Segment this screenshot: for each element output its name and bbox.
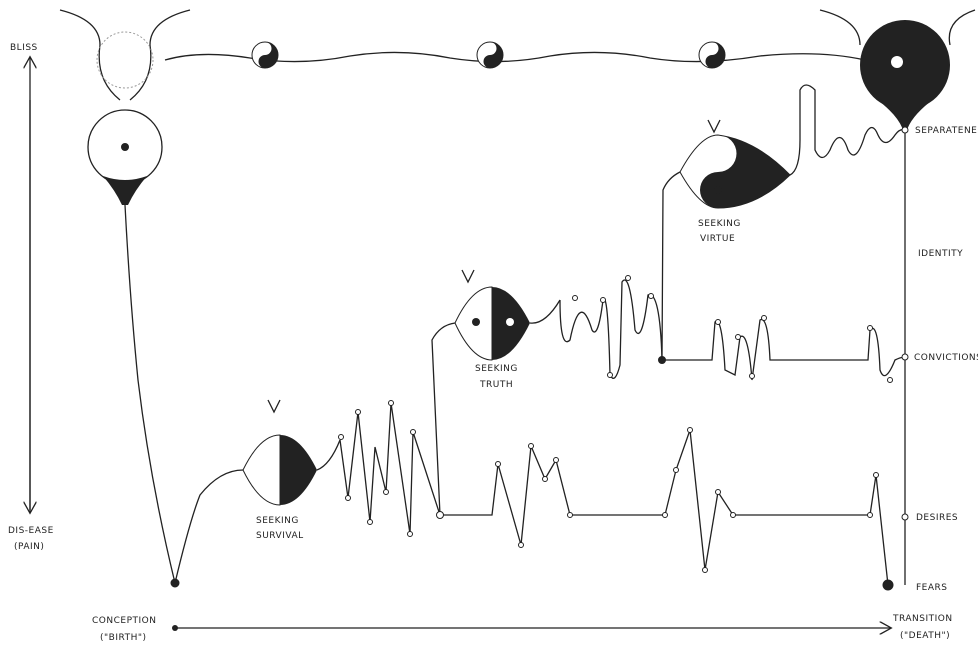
stage-label: SEEKING — [475, 364, 518, 374]
yin-yangs — [251, 41, 726, 69]
bulb-dot — [121, 143, 129, 151]
left-cup — [59, 9, 191, 101]
bliss-ball — [860, 20, 950, 110]
level-label: CONVICTIONS — [914, 353, 978, 363]
stage-label: TRUTH — [479, 380, 513, 390]
level-label: FEARS — [916, 583, 948, 593]
right-cup — [819, 9, 976, 46]
axis-start: ("BIRTH") — [100, 633, 147, 643]
axis-top: BLISS — [10, 43, 38, 53]
level-label: IDENTITY — [918, 249, 963, 259]
stage-label: SEEKING — [698, 219, 741, 229]
axis-end: TRANSITION — [892, 614, 953, 624]
stage-label: SURVIVAL — [256, 531, 304, 541]
zigzags — [170, 126, 909, 591]
stage-label: SEEKING — [256, 516, 299, 526]
faint-circle — [96, 31, 154, 89]
axis-end: ("DEATH") — [900, 631, 950, 641]
labels: BLISS DIS-EASE (PAIN) CONCEPTION ("BIRTH… — [8, 43, 978, 643]
level-label: DESIRES — [916, 513, 958, 523]
axis-bottom: (PAIN) — [14, 542, 44, 552]
stage-label: VIRTUE — [700, 234, 735, 244]
axes — [30, 58, 906, 631]
level-label: SEPARATENESS — [915, 126, 978, 136]
lenses — [174, 84, 906, 584]
axis-start: CONCEPTION — [92, 616, 156, 626]
ball-drop — [875, 98, 935, 130]
teardrop — [103, 176, 147, 205]
axis-bottom: DIS-EASE — [8, 526, 54, 536]
descent — [124, 204, 176, 584]
ball-dot — [891, 56, 903, 68]
start-dot — [172, 625, 178, 631]
top-path — [59, 9, 976, 584]
